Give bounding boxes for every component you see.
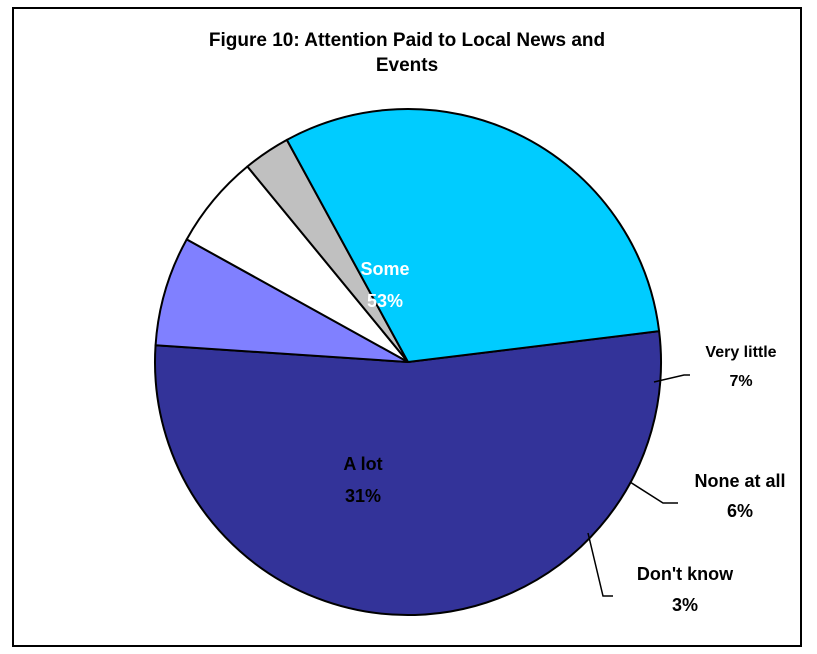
pie-slice-some bbox=[154, 330, 662, 616]
pie-slice-a-lot bbox=[285, 108, 661, 363]
slice-label-very-little: Very little bbox=[705, 344, 776, 361]
chart-title-line-2: Events bbox=[375, 55, 439, 76]
slice-value-some: 53% bbox=[367, 291, 403, 311]
slice-value-a-lot: 31% bbox=[345, 486, 381, 506]
slice-label-none-at-all: None at all bbox=[694, 471, 785, 491]
chart-title-line-1: Figure 10: Attention Paid to Local News … bbox=[208, 30, 606, 51]
slice-value-don-t-know: 3% bbox=[672, 595, 698, 615]
chart-title: Figure 10: Attention Paid to Local News … bbox=[12, 28, 802, 78]
leader-line-very-little bbox=[653, 374, 690, 383]
slice-label-some: Some bbox=[360, 259, 409, 279]
leader-line-none-at-all bbox=[629, 481, 678, 504]
slice-value-very-little: 7% bbox=[729, 373, 752, 390]
slice-value-none-at-all: 6% bbox=[727, 501, 753, 521]
slice-label-don-t-know: Don't know bbox=[637, 564, 734, 584]
slice-label-a-lot: A lot bbox=[343, 454, 382, 474]
leader-line-don-t-know bbox=[587, 532, 613, 597]
pie-slice-very-little bbox=[154, 238, 409, 363]
